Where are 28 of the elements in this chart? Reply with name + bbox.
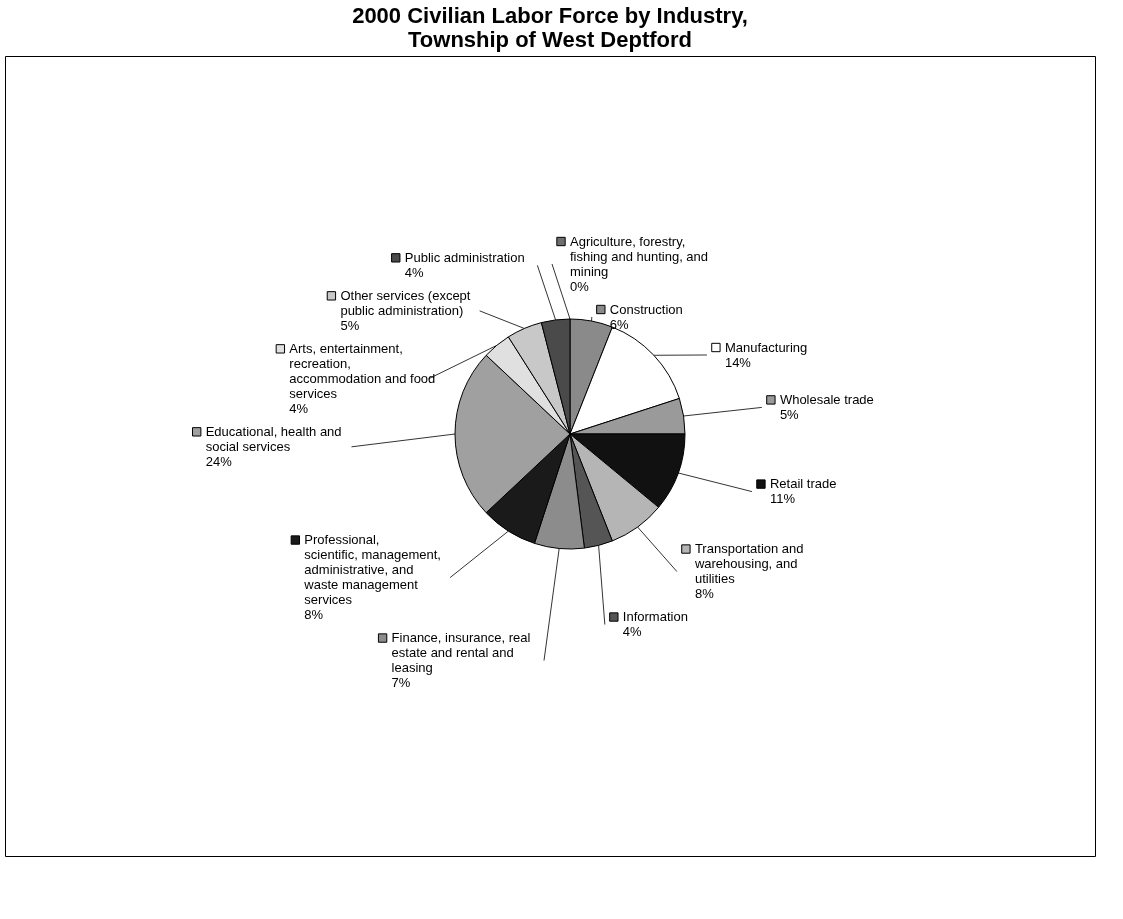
data-label: 4% xyxy=(404,264,424,280)
legend-label: Educational, health and social services xyxy=(205,423,342,454)
data-label: 4% xyxy=(622,624,643,640)
data-label: 14% xyxy=(724,354,752,370)
legend-label: Manufacturing xyxy=(724,339,808,355)
legend-label: Wholesale trade xyxy=(779,391,874,407)
data-label: 6% xyxy=(609,316,630,332)
legend-label: Transportation and warehousing, and utilities xyxy=(693,541,804,587)
legend-label: Arts, entertainment, recreation, accommodation and food services xyxy=(289,340,436,401)
legend-label: Public administration xyxy=(404,249,525,265)
text: 0% xyxy=(570,278,589,294)
legend-label: Retail trade xyxy=(769,476,837,492)
data-label: 11% xyxy=(769,491,796,507)
data-label: 5% xyxy=(779,406,800,422)
text: 2000 Civilian Labor Force by Industry, xyxy=(352,3,748,28)
data-label: 7% xyxy=(391,675,411,691)
legend-label: Finance, insurance, real estate and rental and leasing xyxy=(391,630,531,676)
data-label: 5% xyxy=(340,317,360,333)
data-label: 24% xyxy=(205,453,233,469)
data-label: 4% xyxy=(289,400,309,416)
data-label: 8% xyxy=(694,586,715,602)
text: Township of West Deptford xyxy=(408,27,692,52)
legend-label: Information xyxy=(622,609,688,625)
legend-label: Professional, scientific, management, administrative, and waste management services xyxy=(303,532,441,608)
data-label: 8% xyxy=(304,607,324,623)
legend-label: Construction xyxy=(609,301,683,317)
legend-label: Agriculture, forestry, fishing and hunting, and mining xyxy=(570,233,709,279)
legend-label: Other services (except public administration) xyxy=(340,287,471,318)
